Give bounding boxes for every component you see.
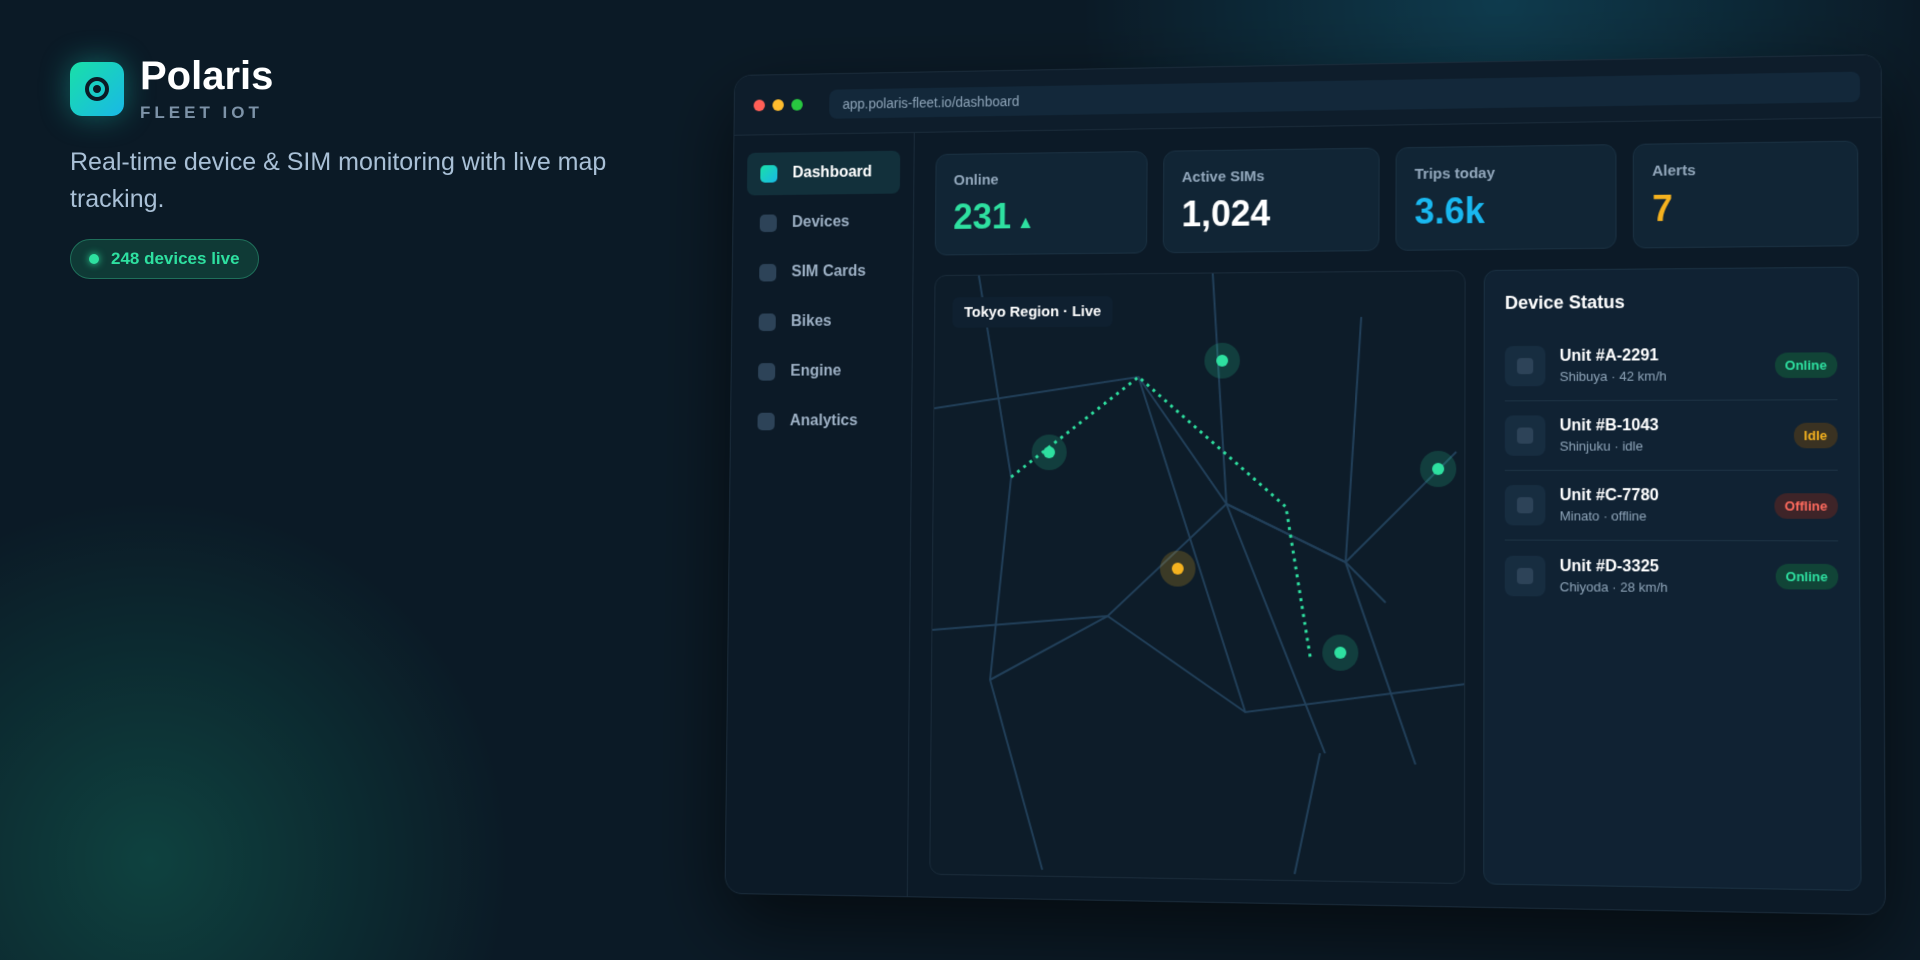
device-status-panel: Device Status Unit #A-2291 Shibuya · 42 k… xyxy=(1483,266,1862,892)
device-detail: Chiyoda · 28 km/h xyxy=(1559,578,1668,595)
nav-label: Engine xyxy=(790,362,842,380)
live-badge: 248 devices live xyxy=(70,239,259,279)
panel-title: Device Status xyxy=(1504,291,1625,313)
status-pill: Online xyxy=(1775,563,1839,590)
stat-card: Active SIMs 1,024 xyxy=(1162,147,1380,254)
nav-label: Bikes xyxy=(790,313,832,330)
nav-label: SIM Cards xyxy=(791,263,866,281)
status-pill: Idle xyxy=(1793,422,1838,448)
brand-tagline: FLEET IOT xyxy=(140,103,263,122)
nav-label: Analytics xyxy=(789,412,858,430)
device-row[interactable]: Unit #C-7780 Minato · offline Offline xyxy=(1504,470,1839,542)
minimize-dot[interactable] xyxy=(772,98,784,111)
device-row[interactable]: Unit #A-2291 Shibuya · 42 km/h Online xyxy=(1504,329,1838,402)
stat-value: 7 xyxy=(1652,187,1673,230)
stat-label: Trips today xyxy=(1414,164,1495,183)
device-row[interactable]: Unit #D-3325 Chiyoda · 28 km/h Online xyxy=(1504,541,1839,613)
stat-label: Online xyxy=(953,171,999,189)
browser-window: app.polaris-fleet.io/dashboard Dashboard… xyxy=(724,54,1886,916)
headline: Real-time device & SIM monitoring with l… xyxy=(70,148,607,213)
content: Online 231 ▲ Active SIMs 1,024 Trips today 3… xyxy=(929,140,1862,892)
stat-value: 3.6k xyxy=(1414,189,1485,232)
stat-card: Alerts 7 xyxy=(1632,140,1859,249)
stat-card: Trips today 3.6k xyxy=(1395,144,1617,251)
logo xyxy=(70,62,124,116)
maximize-dot[interactable] xyxy=(791,98,803,111)
nav-item[interactable]: Analytics xyxy=(744,400,898,443)
nav-label: Devices xyxy=(791,213,850,231)
nav-item[interactable]: Bikes xyxy=(745,300,899,344)
device-name: Unit #B-1043 xyxy=(1559,417,1659,435)
brand-name: Polaris xyxy=(140,54,274,98)
stat-value: 231 xyxy=(953,195,1012,237)
stat-label: Active SIMs xyxy=(1181,168,1265,186)
nav-item[interactable]: SIM Cards xyxy=(746,250,900,294)
stat-value: 1,024 xyxy=(1181,192,1271,235)
nav-item[interactable]: Dashboard xyxy=(746,150,901,196)
status-pill: Online xyxy=(1774,351,1838,378)
sidebar: Dashboard Devices SIM Cards Bikes Engine… xyxy=(725,132,915,897)
stat-label: Alerts xyxy=(1652,162,1696,180)
device-detail: Shinjuku · idle xyxy=(1559,438,1644,454)
url-bar[interactable]: app.polaris-fleet.io/dashboard xyxy=(829,71,1861,119)
close-dot[interactable] xyxy=(753,99,765,111)
stat-row: Online 231 ▲ Active SIMs 1,024 Trips today 3… xyxy=(934,140,1859,256)
stat-trend: ▲ xyxy=(1016,212,1035,233)
device-detail: Minato · offline xyxy=(1559,508,1647,524)
map-roads xyxy=(930,271,1465,884)
device-detail: Shibuya · 42 km/h xyxy=(1559,368,1667,385)
device-name: Unit #C-7780 xyxy=(1559,487,1659,505)
device-name: Unit #A-2291 xyxy=(1559,347,1659,365)
stat-card: Online 231 ▲ xyxy=(934,150,1148,256)
nav-item[interactable]: Engine xyxy=(745,350,899,394)
device-row[interactable]: Unit #B-1043 Shinjuku · idle Idle xyxy=(1504,400,1838,471)
nav-label: Dashboard xyxy=(792,163,873,182)
title-bar: app.polaris-fleet.io/dashboard xyxy=(734,55,1881,136)
map-label: Tokyo Region · Live xyxy=(952,296,1114,328)
map[interactable]: Tokyo Region · Live xyxy=(929,270,1466,885)
status-pill: Offline xyxy=(1774,492,1838,519)
nav-item[interactable]: Devices xyxy=(746,200,899,245)
device-name: Unit #D-3325 xyxy=(1559,557,1659,576)
